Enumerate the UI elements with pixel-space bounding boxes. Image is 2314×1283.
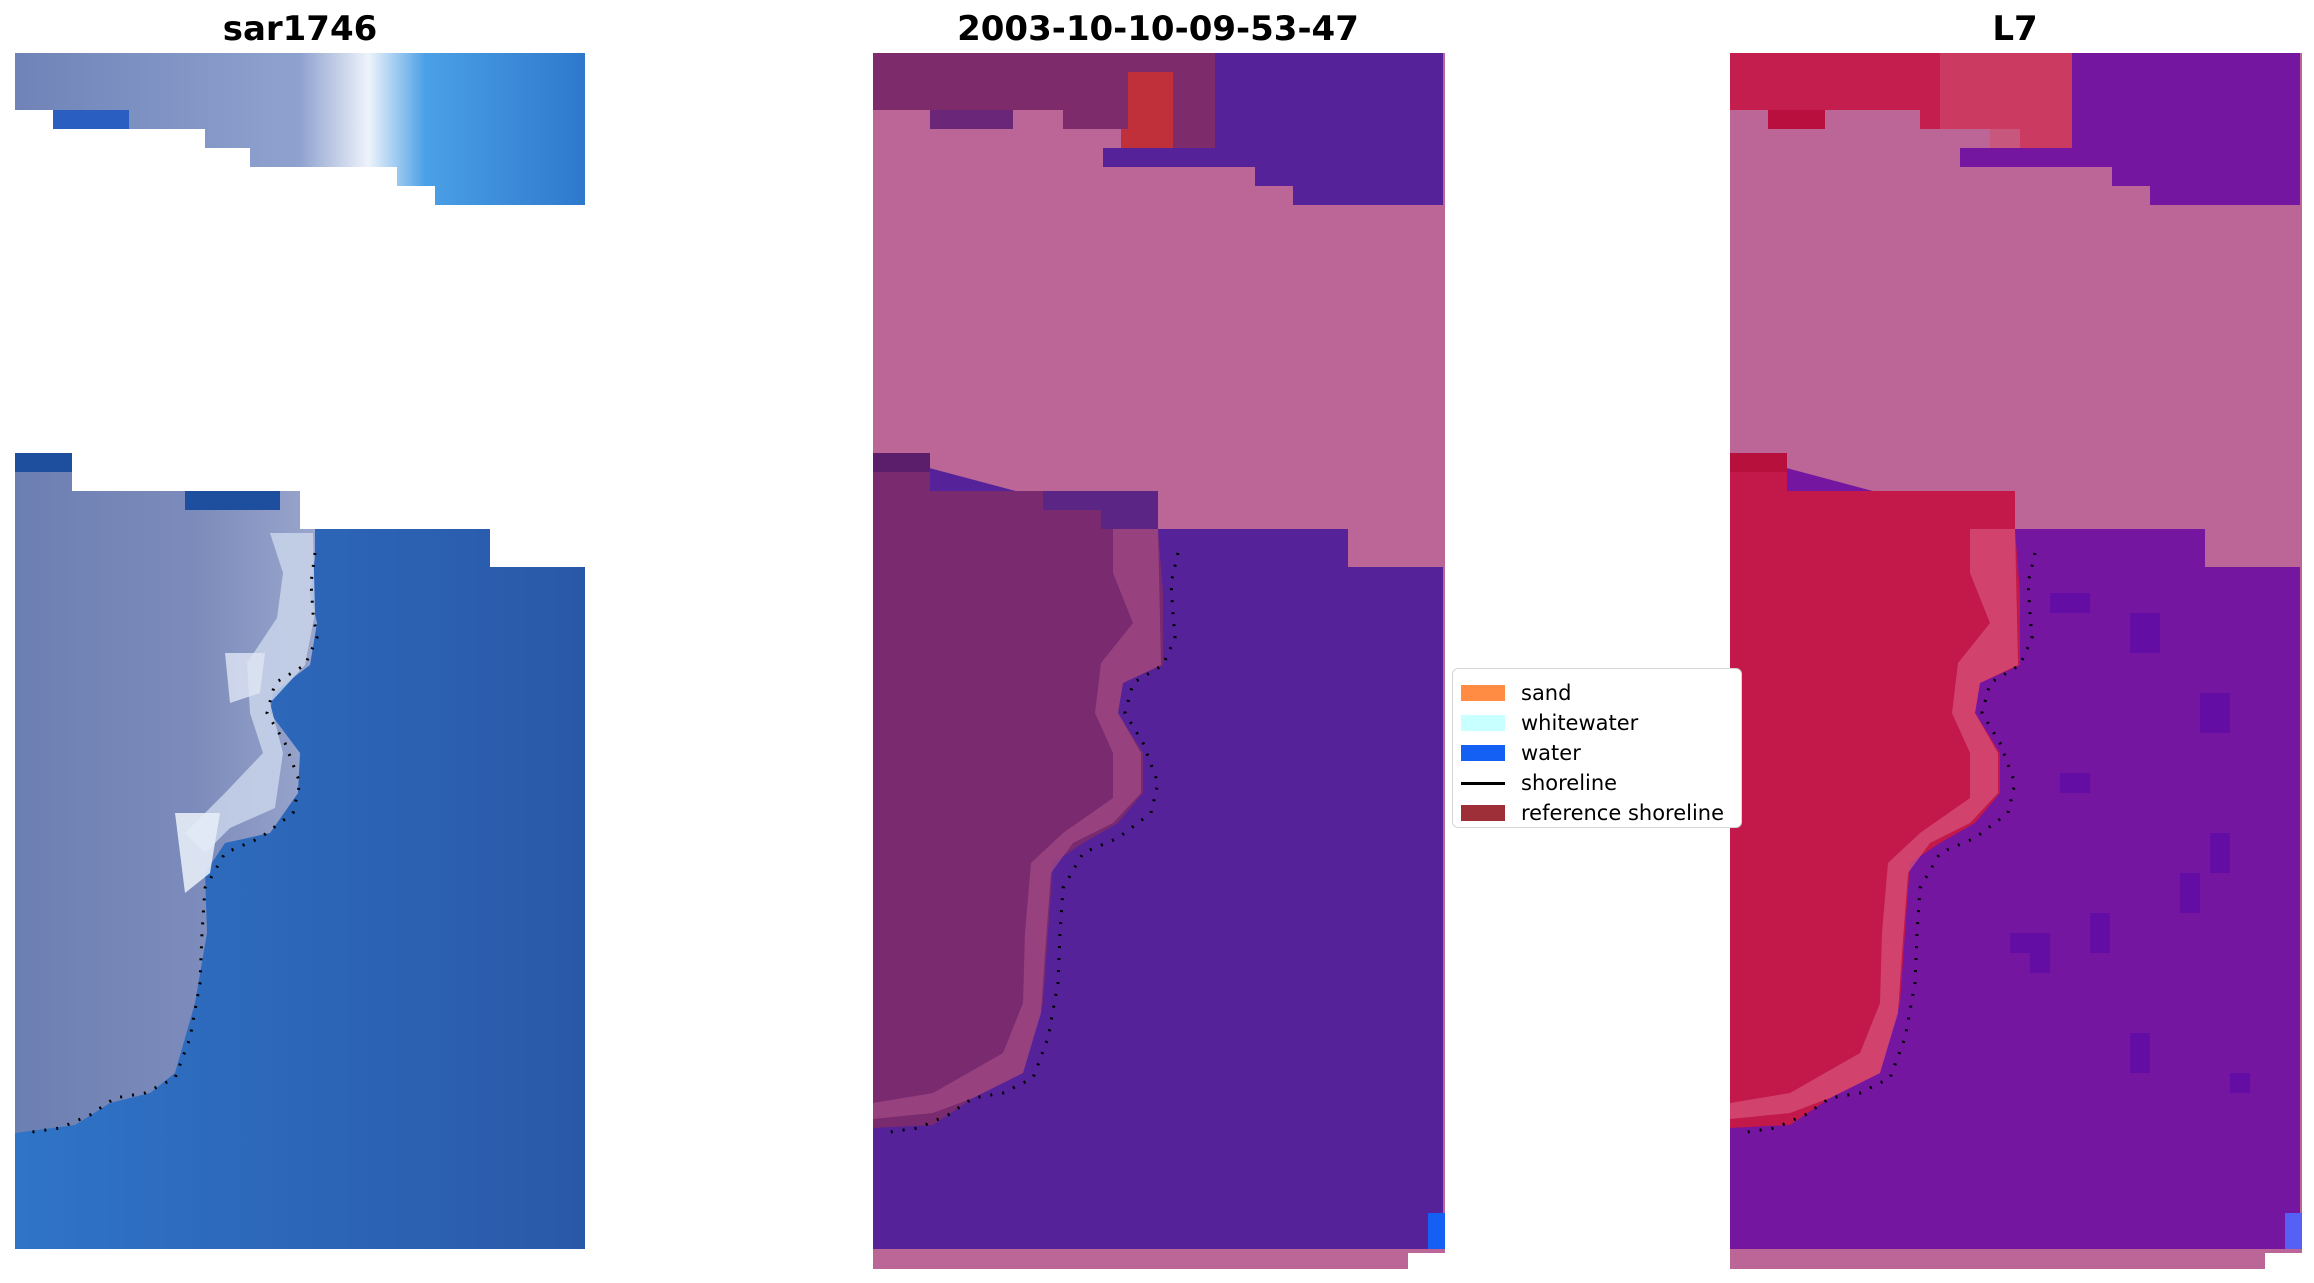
legend-label-whitewater: whitewater xyxy=(1521,711,1639,735)
legend-label-reference-shoreline: reference shoreline xyxy=(1521,801,1725,825)
legend-label-shoreline: shoreline xyxy=(1521,771,1618,795)
legend-swatch-reference-shoreline xyxy=(1461,805,1505,821)
legend-item-shoreline: shoreline xyxy=(1461,769,1617,797)
legend-swatch-shoreline xyxy=(1461,781,1505,785)
index-land xyxy=(1730,453,2020,1128)
legend-label-water: water xyxy=(1521,741,1581,765)
legend-swatch-whitewater xyxy=(1461,715,1505,731)
legend-swatch-water xyxy=(1461,745,1505,761)
rgb-top-fragment xyxy=(15,53,585,205)
panel-title-index: L7 xyxy=(1992,9,2038,49)
panel-title-classified: 2003-10-10-09-53-47 xyxy=(957,9,1359,49)
index-image-panel xyxy=(1730,53,2302,1269)
legend: sand whitewater water shoreline referenc… xyxy=(1452,668,1742,828)
rgb-image-panel xyxy=(15,53,585,1249)
rgb-land-area xyxy=(15,453,317,1133)
legend-item-sand: sand xyxy=(1461,679,1571,707)
legend-item-whitewater: whitewater xyxy=(1461,709,1638,737)
legend-label-sand: sand xyxy=(1521,681,1572,705)
legend-item-reference-shoreline: reference shoreline xyxy=(1461,799,1724,827)
classified-land xyxy=(873,453,1163,1128)
classified-image-panel xyxy=(873,53,1445,1269)
panel-title-rgb: sar1746 xyxy=(222,9,378,49)
legend-swatch-sand xyxy=(1461,685,1505,701)
legend-item-water: water xyxy=(1461,739,1581,767)
